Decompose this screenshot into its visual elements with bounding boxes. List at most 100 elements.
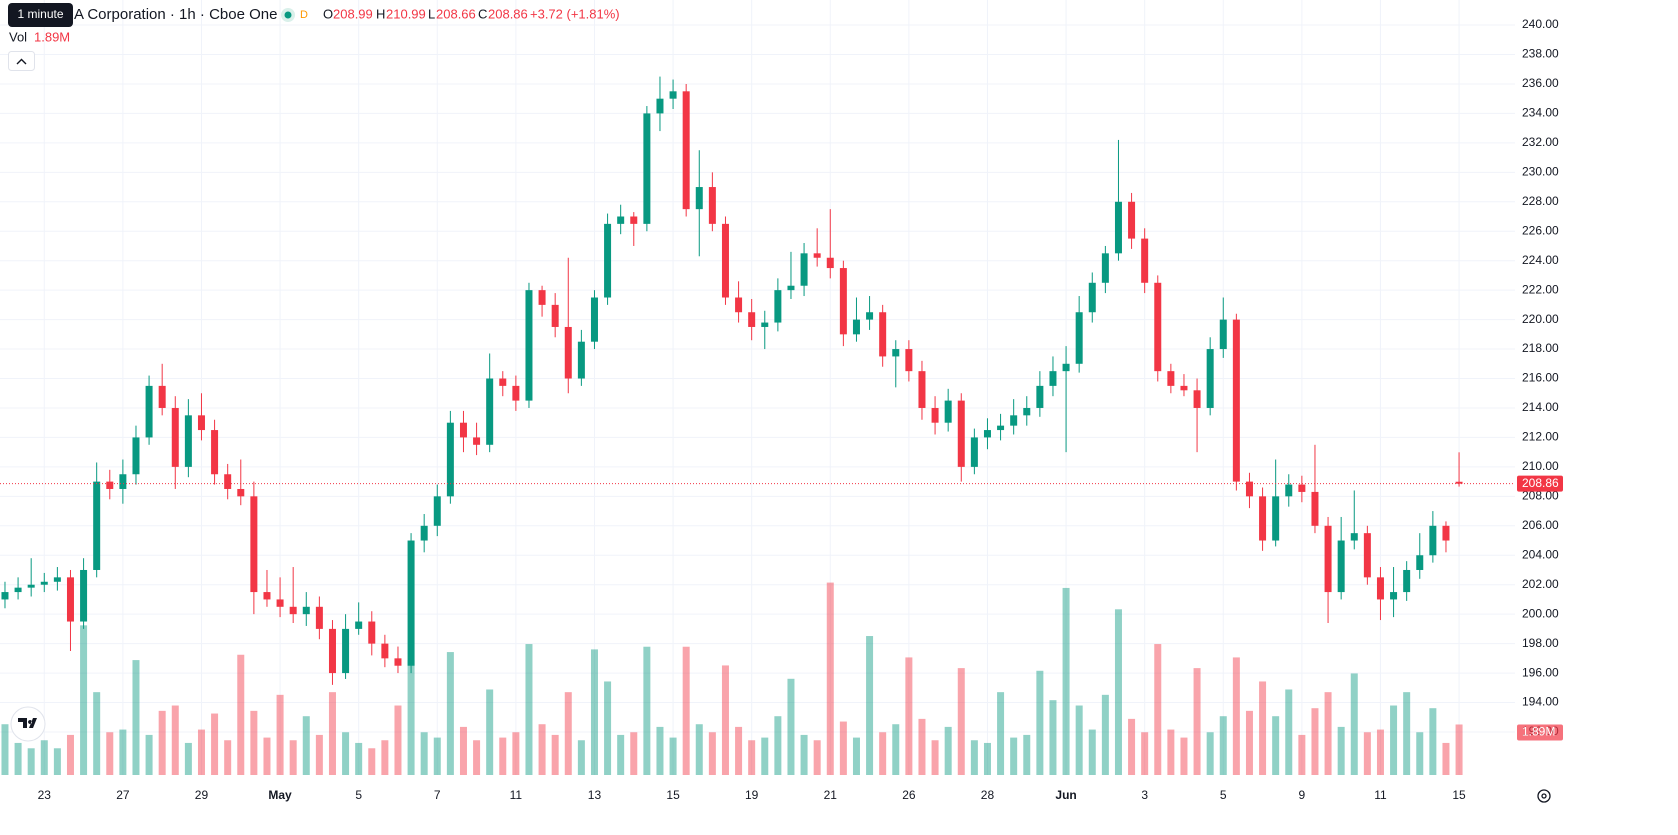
settings-icon[interactable]	[1537, 789, 1551, 803]
candle-body	[40, 581, 48, 585]
high-value: 210.99	[386, 6, 426, 21]
candle-body	[1101, 253, 1109, 283]
collapse-button[interactable]	[8, 51, 35, 71]
volume-bar	[1141, 732, 1149, 775]
candle-body	[158, 385, 166, 408]
volume-bar	[538, 724, 546, 775]
candle-body	[1062, 363, 1070, 372]
candle-body	[211, 430, 219, 475]
volume-bar	[931, 740, 939, 775]
settings[interactable]	[1537, 789, 1551, 803]
candle-body	[1298, 484, 1306, 492]
candle-body	[1376, 577, 1384, 600]
volume-bar	[1114, 609, 1122, 775]
x-tick-label: 9	[1299, 788, 1306, 802]
logo-circle[interactable]	[10, 706, 46, 742]
volume-bar	[1272, 716, 1280, 775]
candle-body	[459, 422, 467, 438]
volume-title: Vol	[9, 29, 27, 44]
volume-bar	[944, 726, 952, 775]
volume-bar	[40, 740, 48, 775]
candle-body	[486, 378, 494, 445]
candle-body	[394, 658, 402, 666]
volume-bar	[433, 737, 441, 775]
candle-body	[276, 599, 284, 607]
volume-bar	[106, 732, 114, 775]
close-value: 208.86	[488, 6, 528, 21]
candle-body	[879, 312, 887, 357]
candle-body	[1363, 533, 1371, 578]
volume-bar	[1285, 689, 1293, 775]
candle-body	[263, 592, 271, 600]
volume-bar	[446, 652, 454, 775]
x-tick-label: 29	[195, 788, 209, 802]
volume-bar	[1376, 729, 1384, 775]
low-value: 208.66	[436, 6, 476, 21]
candle-body	[1455, 481, 1463, 484]
candle-layer	[1, 76, 1463, 685]
candle-body	[957, 400, 965, 467]
candle-body	[302, 606, 310, 615]
x-tick-label: 15	[666, 788, 680, 802]
candle-body	[315, 606, 323, 629]
volume-bar	[1442, 742, 1450, 775]
x-tick-label: 28	[981, 788, 995, 802]
y-tick-label: 220.00	[1522, 312, 1559, 326]
candle-body	[368, 621, 376, 644]
volume-bar	[643, 646, 651, 775]
y-tick-label: 216.00	[1522, 371, 1559, 385]
volume-bar	[420, 732, 428, 775]
candle-body	[708, 187, 716, 224]
volume-bar	[1219, 716, 1227, 775]
candle-body	[473, 437, 481, 445]
volume-bar	[250, 710, 258, 775]
volume-bar	[171, 705, 179, 775]
volume-bar	[80, 625, 88, 775]
candle-body	[407, 540, 415, 666]
volume-bar	[407, 660, 415, 775]
candle-body	[132, 437, 140, 475]
candle-body	[1023, 407, 1031, 416]
y-tick-label: 228.00	[1522, 194, 1559, 208]
candle-body	[931, 407, 939, 423]
volume-bar	[14, 742, 22, 775]
y-tick-label: 194.00	[1522, 695, 1559, 709]
candle-body	[119, 474, 127, 489]
volume-bar	[564, 692, 572, 775]
volume-bar	[1010, 737, 1018, 775]
candle-body	[656, 98, 664, 114]
volume-bar	[158, 710, 166, 775]
candle-body	[1232, 319, 1240, 482]
volume-bar	[787, 678, 795, 775]
volume-bar	[512, 732, 520, 775]
volume-bar	[1311, 708, 1319, 775]
open-value: 208.99	[333, 6, 373, 21]
volume-bar	[1455, 724, 1463, 775]
y-tick-label: 236.00	[1522, 76, 1559, 90]
candle-body	[93, 481, 101, 570]
y-tick-label: 224.00	[1522, 253, 1559, 267]
x-tick-label: 3	[1141, 788, 1148, 802]
volume-bar	[197, 729, 205, 775]
candle-body	[525, 290, 533, 401]
candle-body	[1141, 238, 1149, 283]
candle-body	[433, 496, 441, 526]
candle-body	[944, 400, 952, 423]
candle-body	[197, 415, 205, 431]
volume-bar	[184, 742, 192, 775]
candle-body	[1154, 282, 1162, 372]
x-tick-label: 27	[116, 788, 130, 802]
volume-bar	[1390, 705, 1398, 775]
candle-body	[1219, 319, 1227, 350]
volume-bar	[577, 740, 585, 775]
candle-body	[1403, 569, 1411, 593]
logo[interactable]	[10, 706, 46, 742]
volume-badge-label: 1.89M	[1522, 725, 1555, 739]
candle-body	[551, 304, 559, 327]
volume-bar	[656, 726, 664, 775]
x-tick-label: 5	[1220, 788, 1227, 802]
volume-bar	[499, 737, 507, 775]
volume-bar	[1193, 668, 1201, 775]
candle-body	[852, 319, 860, 335]
candle-body	[1206, 349, 1214, 408]
